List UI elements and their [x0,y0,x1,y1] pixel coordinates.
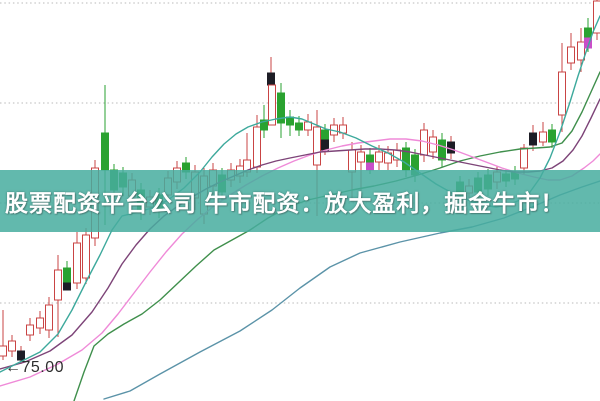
candle-body-magenta [366,162,374,171]
candle-body-red [45,304,53,331]
candle-body-red [348,149,356,173]
candle-body-red [0,345,7,357]
candle-body-red [82,234,90,279]
candle-body-green [438,139,446,161]
candle-body-green [366,154,374,164]
candle-body-black [17,350,25,361]
candle-body-red [313,126,321,166]
headline-banner: 股票配资平台公司 牛市配资：放大盈利，掘金牛市！ [0,170,600,232]
candle-body-black [529,132,537,146]
candle-body-red [539,131,547,143]
ma-green [73,71,600,401]
candle-body-red [54,269,62,301]
candle-body-green [277,92,285,124]
candle-body-red [36,317,44,329]
candle-body-green [101,132,109,171]
candle-body-red [520,147,528,169]
headline-text: 股票配资平台公司 牛市配资：放大盈利，掘金牛市！ [5,190,565,216]
candle-body-black [447,141,455,154]
candle-body-red [577,41,585,61]
candle-body-red [567,46,575,64]
candle-body-black [63,282,71,291]
price-level-label: ←75.00 [5,359,65,376]
candle-body-green [286,116,294,126]
candle-body-red [253,126,261,168]
candle-body-red [558,71,566,116]
candle-body-green [321,129,329,141]
candle-body-green [260,119,268,131]
candle-body-green [63,267,71,284]
candle-body-red [26,324,34,336]
candle-body-red [375,151,383,163]
candle-body-black [267,72,275,86]
candle-body-green [548,129,556,143]
candle-body-black [321,139,329,151]
candle-body-red [593,0,600,34]
candle-body-green [295,122,303,131]
candle-body-red [268,84,276,126]
candle-body-red [73,242,81,284]
ma-purple [0,98,600,370]
candle-body-red [8,340,16,352]
candle-body-red [357,151,365,163]
candle-body-green [584,27,592,39]
